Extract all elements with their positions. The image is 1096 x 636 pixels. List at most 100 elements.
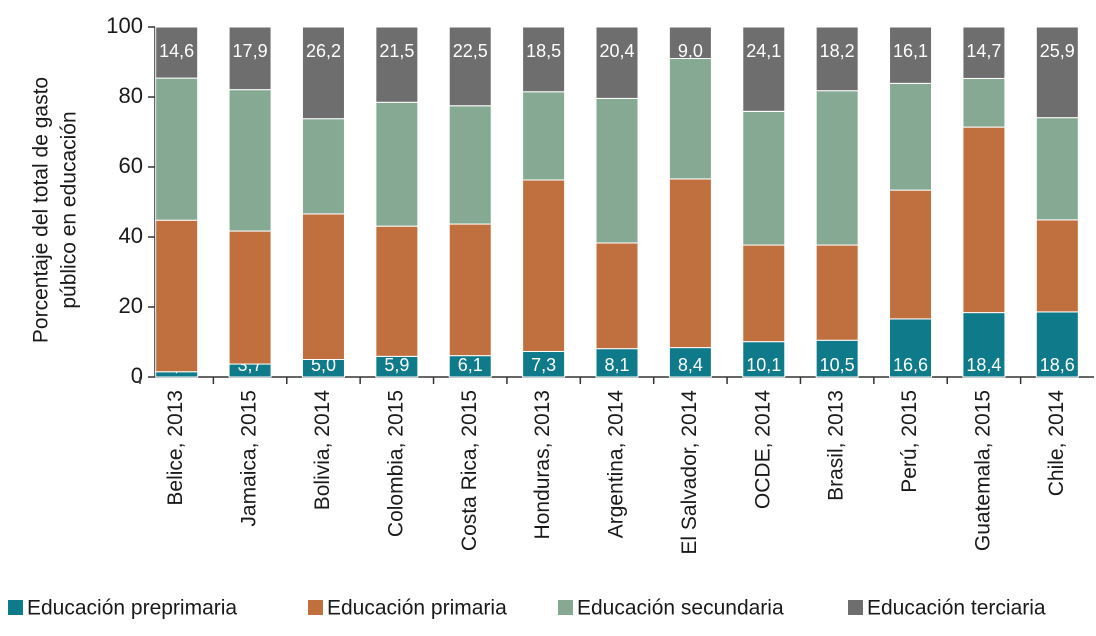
bar-segment <box>815 26 859 92</box>
y-tick-label: 20 <box>119 293 143 318</box>
value-label: 6,1 <box>458 355 483 375</box>
bar-segment <box>228 230 272 365</box>
bar-segment <box>155 219 199 373</box>
bar-segment <box>962 312 1006 378</box>
bar-segment <box>668 347 712 378</box>
bar-segment <box>962 126 1006 314</box>
bar-segment <box>889 82 933 191</box>
value-label: 22,5 <box>453 41 488 61</box>
y-tick-label: 40 <box>119 223 143 248</box>
value-label: 7,3 <box>531 355 556 375</box>
legend-label: Educación preprimaria <box>27 597 237 620</box>
value-label: 25,9 <box>1040 41 1075 61</box>
legend-label: Educación primaria <box>327 597 507 620</box>
value-label: 10,5 <box>820 355 855 375</box>
value-label: 8,4 <box>678 355 703 375</box>
bar-segment <box>522 179 566 352</box>
bar-segment <box>522 26 566 93</box>
legend-swatch <box>308 600 323 615</box>
bar-segment <box>595 348 639 378</box>
x-tick-label: Bolivia, 2014 <box>311 390 334 511</box>
bar-segment <box>1035 311 1079 378</box>
bar-segment <box>889 189 933 320</box>
y-tick-label: 80 <box>119 83 143 108</box>
value-label: 8,1 <box>604 355 629 375</box>
value-label: 5,9 <box>384 355 409 375</box>
bar-segment <box>301 213 345 360</box>
legend-swatch <box>558 600 573 615</box>
x-tick-label: Chile, 2014 <box>1045 390 1068 497</box>
value-label: 14,7 <box>966 41 1001 61</box>
value-label: 10,1 <box>746 355 781 375</box>
x-tick-label: Guatemala, 2015 <box>971 390 994 551</box>
bar-segment <box>742 110 786 246</box>
bar-segment <box>375 26 419 103</box>
bar-segment <box>668 26 712 59</box>
x-tick-label: Jamaica, 2015 <box>238 390 261 527</box>
bar-segment <box>668 58 712 180</box>
bar-segment <box>815 244 859 341</box>
bar-segment <box>742 341 786 378</box>
bar-segment <box>1035 117 1079 221</box>
value-label: 17,9 <box>233 41 268 61</box>
bar-segment <box>522 91 566 181</box>
x-tick-label: Honduras, 2013 <box>531 390 554 539</box>
value-label: 21,5 <box>379 41 414 61</box>
legend-swatch <box>848 600 863 615</box>
bar-segment <box>1035 219 1079 313</box>
bar-segment <box>155 26 199 79</box>
value-label: 16,1 <box>893 41 928 61</box>
bar-segment <box>448 223 492 357</box>
value-label: 18,6 <box>1040 355 1075 375</box>
bar-segment <box>448 105 492 225</box>
x-tick-label: Costa Rica, 2015 <box>458 390 481 551</box>
value-label: 9,0 <box>678 41 703 61</box>
bar-segment <box>815 339 859 378</box>
bar-segment <box>448 26 492 107</box>
bar-segment <box>375 225 419 357</box>
bar-segment <box>228 89 272 232</box>
bar-segment <box>595 26 639 99</box>
x-tick-label: Belice, 2013 <box>164 390 187 506</box>
value-label: 20,4 <box>599 41 634 61</box>
bar-segment <box>375 101 419 227</box>
bar-segment <box>962 26 1006 79</box>
x-tick-label: Colombia, 2015 <box>384 390 407 537</box>
bar-segment <box>742 244 786 343</box>
bar-segment <box>742 26 786 112</box>
y-tick-label: 0 <box>131 363 143 388</box>
value-label: 18,5 <box>526 41 561 61</box>
bar-segment <box>595 97 639 244</box>
legend-label: Educación terciaria <box>867 597 1046 620</box>
bar-segment <box>815 90 859 246</box>
bar-segment <box>889 26 933 84</box>
bar-segment <box>155 77 199 221</box>
value-label: 18,2 <box>820 41 855 61</box>
x-tick-label: Perú, 2015 <box>898 390 921 493</box>
value-label: 18,4 <box>966 355 1001 375</box>
bar-segment <box>668 178 712 349</box>
x-tick-label: Argentina, 2014 <box>605 390 628 539</box>
legend-swatch <box>8 600 23 615</box>
y-axis-label: Porcentaje del total de gasto <box>30 77 53 343</box>
bar-segment <box>228 26 272 91</box>
legend-label: Educación secundaria <box>577 597 784 620</box>
bar-segment <box>301 26 345 120</box>
value-label: 24,1 <box>746 41 781 61</box>
x-tick-label: Brasil, 2013 <box>825 390 848 501</box>
y-tick-label: 100 <box>106 13 143 38</box>
x-tick-label: OCDE, 2014 <box>751 390 774 509</box>
x-tick-label: El Salvador, 2014 <box>678 390 701 555</box>
bar-segment <box>1035 26 1079 119</box>
bar-segment <box>595 242 639 350</box>
value-label: 14,6 <box>159 41 194 61</box>
bar-segment <box>889 318 933 378</box>
y-axis-label: público en educación <box>58 111 81 308</box>
value-label: 26,2 <box>306 41 341 61</box>
y-tick-label: 60 <box>119 153 143 178</box>
bar-segment <box>962 77 1006 128</box>
bar-segment <box>301 118 345 215</box>
value-label: 16,6 <box>893 355 928 375</box>
